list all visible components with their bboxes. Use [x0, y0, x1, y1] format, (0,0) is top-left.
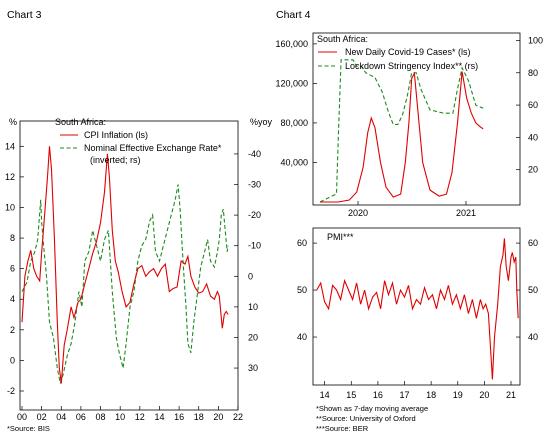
left-tick-label: 12 — [5, 172, 15, 182]
covid-right-tick-label: 100 — [528, 35, 543, 45]
x-tick-label: 06 — [76, 412, 86, 422]
right-tick-label: 10 — [248, 302, 258, 312]
left-tick-label: 0 — [10, 355, 15, 365]
legend-neer-label: Nominal Effective Exchange Rate* — [84, 143, 222, 153]
chart3-source: *Source: BIS — [7, 424, 50, 433]
pmi-left-tick-label: 50 — [297, 285, 307, 295]
x-tick-label: 02 — [37, 412, 47, 422]
footnote-ber: ***Source: BER — [316, 424, 369, 433]
covid-left-tick-label: 40,000 — [280, 157, 308, 167]
pmi-x-tick-label: 20 — [479, 390, 489, 400]
covid-right-tick-label: 40 — [528, 132, 538, 142]
x-tick-label: 14 — [154, 412, 164, 422]
covid-frame — [312, 32, 521, 206]
pmi-x-tick-label: 14 — [320, 390, 330, 400]
pmi-right-tick-label: 50 — [528, 285, 538, 295]
covid-left-tick-label: 80,000 — [280, 118, 308, 128]
left-tick-label: -2 — [7, 386, 15, 396]
left-tick-label: 2 — [10, 325, 15, 335]
right-tick-label: -30 — [248, 180, 261, 190]
right-tick-label: -40 — [248, 149, 261, 159]
legend-neer-label-2: (inverted; rs) — [90, 155, 141, 165]
left-tick-label: 8 — [10, 233, 15, 243]
x-tick-label: 18 — [194, 412, 204, 422]
cpi-series-line — [21, 146, 229, 384]
left-axis-unit: % — [9, 117, 17, 127]
covid-subtitle: South Africa: — [317, 34, 368, 44]
x-tick-label: 08 — [96, 412, 106, 422]
pmi-title: PMI*** — [327, 232, 354, 242]
pmi-left-tick-label: 40 — [297, 332, 307, 342]
covid-right-tick-label: 80 — [528, 68, 538, 78]
stringency-series-line — [319, 59, 484, 203]
covid-left-tick-label: 160,000 — [275, 39, 308, 49]
pmi-x-tick-label: 15 — [346, 390, 356, 400]
pmi-x-tick-label: 19 — [453, 390, 463, 400]
covid-left-tick-label: 120,000 — [275, 78, 308, 88]
pmi-x-tick-label: 16 — [373, 390, 383, 400]
pmi-x-tick-label: 18 — [426, 390, 436, 400]
right-tick-label: 30 — [248, 363, 258, 373]
pmi-left-tick-label: 60 — [297, 238, 307, 248]
legend-cpi-label: CPI Inflation (ls) — [84, 130, 148, 140]
pmi-right-tick-label: 60 — [528, 238, 538, 248]
x-tick-label: 00 — [17, 412, 27, 422]
footnote-oxford: **Source: University of Oxford — [316, 414, 416, 423]
right-tick-label: -20 — [248, 210, 261, 220]
neer-series-line — [21, 184, 229, 384]
right-tick-label: 20 — [248, 332, 258, 342]
pmi-frame — [312, 227, 521, 386]
covid-cases-series-line — [320, 71, 484, 203]
covid-right-tick-label: 60 — [528, 100, 538, 110]
left-tick-label: 10 — [5, 202, 15, 212]
footnote-moving-average: *Shown as 7-day moving average — [316, 404, 428, 413]
pmi-series-line — [316, 238, 519, 380]
chart3-frame — [19, 120, 239, 411]
x-tick-label: 04 — [56, 412, 66, 422]
legend-covid-label: New Daily Covid-19 Cases* (ls) — [345, 47, 471, 57]
x-tick-label: 10 — [115, 412, 125, 422]
left-tick-label: 6 — [10, 264, 15, 274]
chart3-subtitle: South Africa: — [55, 117, 106, 127]
right-tick-label: -10 — [248, 241, 261, 251]
covid-right-tick-label: 20 — [528, 165, 538, 175]
covid-x-tick-label: 2021 — [456, 208, 476, 218]
x-tick-label: 12 — [135, 412, 145, 422]
x-tick-label: 16 — [174, 412, 184, 422]
right-axis-unit: %yoy — [250, 117, 273, 127]
chart4-title: Chart 4 — [276, 9, 311, 21]
left-tick-label: 4 — [10, 294, 15, 304]
legend-stringency-label: Lockdown Stringency Index** (rs) — [345, 61, 478, 71]
left-tick-label: 14 — [5, 141, 15, 151]
pmi-x-tick-label: 21 — [506, 390, 516, 400]
pmi-x-tick-label: 17 — [400, 390, 410, 400]
x-tick-label: 22 — [233, 412, 243, 422]
covid-x-tick-label: 2020 — [348, 208, 368, 218]
chart3-title: Chart 3 — [7, 9, 42, 21]
right-tick-label: 0 — [248, 271, 253, 281]
pmi-right-tick-label: 40 — [528, 332, 538, 342]
x-tick-label: 20 — [213, 412, 223, 422]
